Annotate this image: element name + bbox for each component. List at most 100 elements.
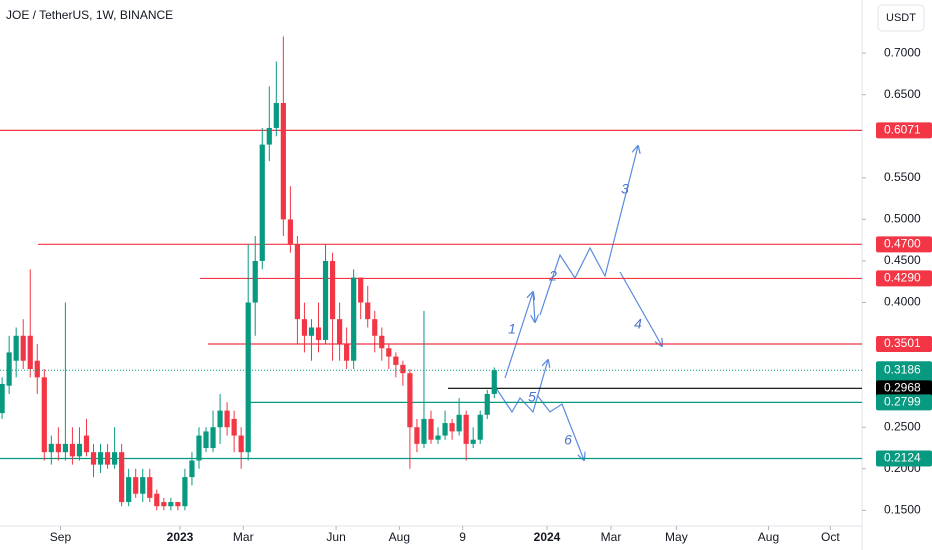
candle-body [76,443,83,457]
candle-body [83,435,90,453]
level-price-label: 0.6071 [884,123,921,137]
currency-button[interactable] [877,4,925,32]
candle-body [231,418,237,436]
level-price-label: 0.4700 [884,237,921,251]
level-price-box [876,270,932,287]
wave-label: 5 [528,389,536,405]
candle-body [196,435,202,461]
candle-body [112,452,118,465]
x-tick-label: Aug [758,530,779,544]
projection [619,271,662,346]
x-tick-label: 2024 [534,530,561,544]
candle-body [386,348,392,357]
candle-body [442,423,448,436]
currency[interactable]: USDT [886,12,916,24]
y-tick-label: 0.7000 [884,45,921,59]
candle-body [365,302,371,320]
candle-body [414,427,420,444]
chart-title: JOE / TetherUS, 1W, BINANCE [6,8,173,22]
x-tick-label: Aug [389,530,410,544]
candle-body [435,435,441,440]
x-tick-label: Sep [50,530,72,544]
candle-body [280,103,286,220]
x-tick-label: 2023 [167,530,194,544]
candle-body [456,414,462,432]
candle-body [379,335,385,349]
candle-body [259,144,265,261]
projection [539,146,638,316]
candle-body [238,435,244,453]
y-tick-label: 0.4000 [884,295,921,309]
candle-body [90,452,97,465]
y-tick-label: 0.2500 [884,419,921,433]
candle-body [491,370,497,394]
x-tick-label: May [665,530,688,544]
y-tick-label: 0.1500 [884,503,921,517]
x-tick-label: Mar [233,530,254,544]
level-price-label: 0.2799 [884,395,921,409]
candle-body [48,443,54,453]
candle-body [175,502,181,507]
candle-body [217,410,223,428]
level-price-box [876,336,932,353]
x-tick-label: Jun [326,530,345,544]
wave-label: 2 [548,268,557,284]
candle-body [0,384,5,414]
candle-body [484,393,490,415]
last-price-label: 0.3186 [884,362,921,376]
candle-body [428,418,434,440]
level-price-box [876,380,932,397]
candle-body [470,439,476,444]
candle-body [301,319,308,336]
candle-body [210,427,216,449]
candle-body [245,302,251,453]
level-price-box [876,122,932,139]
candle-body [189,460,195,478]
candle-body [182,477,188,507]
candle-body [463,414,469,444]
level-price-box [876,236,932,253]
candle-body [224,410,230,428]
candle-body [133,477,139,494]
candle-body [27,335,33,370]
projection [536,394,584,460]
level-price-label: 0.2968 [884,380,921,394]
candle-body [161,502,167,507]
x-tick-label: Oct [821,530,840,544]
wave-label: 1 [508,321,516,337]
drawings: 1 2 3 4 5 6 [493,146,662,460]
candle-body [407,373,413,428]
candle-body [322,260,329,340]
level-price-label: 0.2124 [884,451,921,465]
candle-body [55,443,61,453]
candle-body [13,335,19,361]
candle-body [372,319,378,336]
level-price-label: 0.3501 [884,336,921,350]
candle-body [294,244,301,320]
wave-label: 3 [621,181,629,197]
candle-body [400,364,406,374]
candle-body [252,260,258,303]
x-tick-label: 9 [459,530,466,544]
candle-body [315,327,322,340]
candle-body [393,356,399,365]
candle-body [34,360,40,378]
candle-body [126,477,132,503]
candle-body [168,502,174,507]
level-price-label: 0.4290 [884,271,921,285]
candle-body [119,452,125,503]
candle-body [273,103,279,128]
y-tick-label: 0.4500 [884,253,921,267]
level-price-box [876,450,932,467]
candle-body [69,443,76,457]
projection [493,360,548,414]
candle-body [477,414,483,440]
candle-body [358,277,364,303]
candle-body [154,493,160,507]
candle-body [287,219,293,245]
y-tick-label: 0.6500 [884,87,921,101]
candle-body [140,477,146,494]
projection [533,291,535,322]
candle-body [421,418,427,444]
